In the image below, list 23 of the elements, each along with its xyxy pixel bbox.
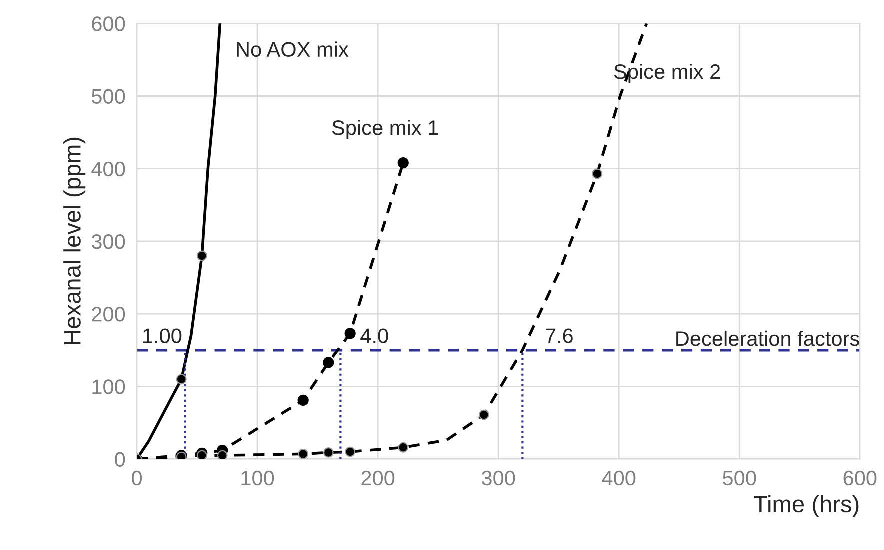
x-tick-label: 0 (132, 470, 142, 486)
series-label: Spice mix 2 (614, 64, 720, 84)
y-tick-label: 400 (92, 162, 126, 177)
y-tick-label: 300 (92, 234, 126, 250)
y-tick-label: 0 (115, 452, 126, 468)
y-tick-label: 500 (92, 89, 126, 104)
x-tick-label: 100 (242, 470, 274, 486)
y-tick-label: 600 (92, 16, 126, 32)
x-tick-label: 400 (602, 470, 636, 486)
x-tick-label: 200 (362, 470, 395, 486)
annotation: 7.6 (546, 328, 573, 344)
y-tick-label: 200 (92, 307, 126, 322)
x-tick-label: 500 (723, 470, 756, 486)
y-tick-label: 100 (92, 380, 126, 394)
annotation: 1.00 (143, 328, 182, 344)
x-axis-title: Time (hrs) (754, 495, 859, 518)
y-axis-title: Hexanal level (ppm) (64, 138, 86, 344)
series-label: No AOX mix (237, 42, 349, 58)
series-label: Spice mix 1 (332, 120, 438, 140)
annotation: 4.0 (360, 328, 388, 344)
x-tick-label: 600 (844, 470, 877, 486)
x-tick-label: 300 (482, 470, 516, 486)
ref-line-label: Deceleration factors (676, 330, 860, 346)
